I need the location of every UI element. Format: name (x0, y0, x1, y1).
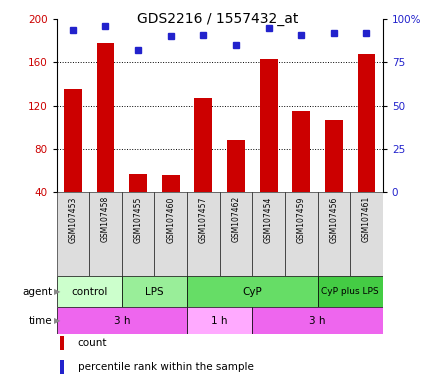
Text: GSM107455: GSM107455 (133, 196, 142, 243)
Bar (252, 307, 382, 334)
Text: percentile rank within the sample: percentile rank within the sample (78, 362, 253, 372)
Text: 3 h: 3 h (113, 316, 130, 326)
Bar (259, 59, 277, 192)
Bar (60, 360, 64, 374)
Bar (187, 276, 317, 307)
Bar (187, 307, 252, 334)
Bar (292, 111, 309, 192)
Bar (357, 54, 375, 192)
Text: time: time (29, 316, 52, 326)
Bar (122, 192, 154, 276)
Text: control: control (71, 287, 107, 297)
Bar (349, 192, 382, 276)
Text: GSM107458: GSM107458 (101, 196, 110, 242)
Text: GSM107454: GSM107454 (263, 196, 273, 243)
Bar (129, 174, 147, 192)
Bar (317, 276, 382, 307)
Text: 3 h: 3 h (309, 316, 325, 326)
Text: GDS2216 / 1557432_at: GDS2216 / 1557432_at (137, 12, 297, 25)
Text: CyP plus LPS: CyP plus LPS (321, 287, 378, 296)
Text: GSM107456: GSM107456 (329, 196, 338, 243)
Bar (194, 98, 212, 192)
Text: count: count (78, 338, 107, 348)
Bar (324, 120, 342, 192)
Bar (154, 192, 187, 276)
Text: CyP: CyP (242, 287, 262, 297)
Bar (219, 192, 252, 276)
Bar (56, 307, 187, 334)
Bar (60, 336, 64, 350)
Bar (96, 43, 114, 192)
Text: ▶: ▶ (54, 316, 61, 325)
Bar (187, 192, 219, 276)
Text: GSM107453: GSM107453 (68, 196, 77, 243)
Text: ▶: ▶ (54, 287, 61, 296)
Text: agent: agent (22, 287, 52, 297)
Text: GSM107459: GSM107459 (296, 196, 305, 243)
Bar (252, 192, 284, 276)
Text: 1 h: 1 h (211, 316, 227, 326)
Bar (89, 192, 122, 276)
Bar (56, 276, 122, 307)
Text: LPS: LPS (145, 287, 163, 297)
Text: GSM107461: GSM107461 (361, 196, 370, 242)
Text: GSM107462: GSM107462 (231, 196, 240, 242)
Bar (64, 89, 82, 192)
Bar (122, 276, 187, 307)
Text: GSM107460: GSM107460 (166, 196, 175, 243)
Bar (317, 192, 349, 276)
Bar (284, 192, 317, 276)
Bar (161, 175, 179, 192)
Text: GSM107457: GSM107457 (198, 196, 207, 243)
Bar (56, 192, 89, 276)
Bar (227, 140, 244, 192)
